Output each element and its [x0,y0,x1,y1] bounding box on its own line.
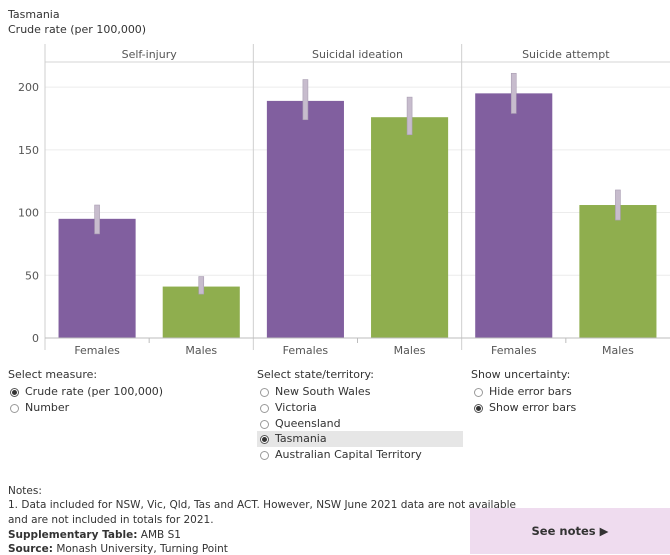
option-label: Show error bars [489,401,577,414]
x-tick-label: Males [394,344,426,357]
state-option-tas[interactable]: Tasmania [257,431,463,447]
supplementary-table: Supplementary Table: AMB S1 [8,529,181,541]
option-label: Number [25,401,70,414]
chart-title: Tasmania [8,8,60,21]
radio-icon [474,387,483,397]
measure-option-number[interactable]: Number [10,400,69,416]
radio-icon [260,387,269,397]
radio-icon [10,387,19,397]
radio-icon [260,450,269,460]
option-label: New South Wales [275,385,371,398]
source: Source: Monash University, Turning Point [8,543,228,555]
x-tick-label: Females [491,344,537,357]
panel-label: Suicide attempt [522,48,610,61]
error-bar [615,189,621,221]
supplementary-table-value: AMB S1 [140,529,181,541]
y-tick-label: 50 [25,269,39,282]
state-option-qld[interactable]: Queensland [257,416,463,432]
bar [58,218,136,338]
radio-icon [260,419,269,429]
bar-chart: 0 50 100 150 200 Self-injury Females Males Suici… [18,44,670,357]
x-tick-label: Males [185,344,217,357]
radio-icon [260,403,269,413]
source-label: Source: [8,543,53,555]
radio-icon [474,403,483,413]
y-tick-label: 150 [18,144,39,157]
state-option-act[interactable]: Australian Capital Territory [257,447,463,463]
measure-option-crude-rate[interactable]: Crude rate (per 100,000) [10,384,163,400]
y-tick-label: 200 [18,81,39,94]
notes-line-1: 1. Data included for NSW, Vic, Qld, Tas … [8,499,516,511]
radio-icon [260,434,269,444]
bar [579,205,657,338]
measure-title: Select measure: [8,368,98,381]
option-label: Australian Capital Territory [275,448,422,461]
uncertainty-option-hide[interactable]: Hide error bars [474,384,572,400]
y-tick-label: 0 [32,332,39,345]
option-label: Tasmania [275,432,327,445]
uncertainty-title: Show uncertainty: [471,368,571,381]
state-title: Select state/territory: [257,368,374,381]
x-tick-label: Males [602,344,634,357]
error-bar [406,96,413,136]
source-value: Monash University, Turning Point [56,543,228,555]
panel-label: Suicidal ideation [312,48,403,61]
supplementary-table-label: Supplementary Table: [8,529,138,541]
error-bar [198,276,205,295]
panel-label: Self-injury [122,48,178,61]
error-bar [510,72,517,114]
see-notes-button[interactable]: See notes ▶ [470,508,670,554]
notes-heading: Notes: [8,485,42,497]
y-tick-label: 100 [18,207,39,220]
uncertainty-option-show[interactable]: Show error bars [474,400,576,416]
bar [475,93,553,338]
state-option-nsw[interactable]: New South Wales [257,384,463,400]
error-bar [94,204,100,235]
bar [371,117,449,338]
x-tick-label: Females [74,344,120,357]
option-label: Hide error bars [489,385,572,398]
state-option-vic[interactable]: Victoria [257,400,463,416]
bar [266,100,344,339]
option-label: Crude rate (per 100,000) [25,385,164,398]
x-tick-label: Females [283,344,329,357]
option-label: Queensland [275,417,341,430]
radio-icon [10,403,19,413]
notes-line-2: and are not included in totals for 2021. [8,514,214,526]
error-bar [302,79,309,121]
bar [162,286,240,338]
chart-subtitle: Crude rate (per 100,000) [8,23,147,36]
option-label: Victoria [275,401,317,414]
